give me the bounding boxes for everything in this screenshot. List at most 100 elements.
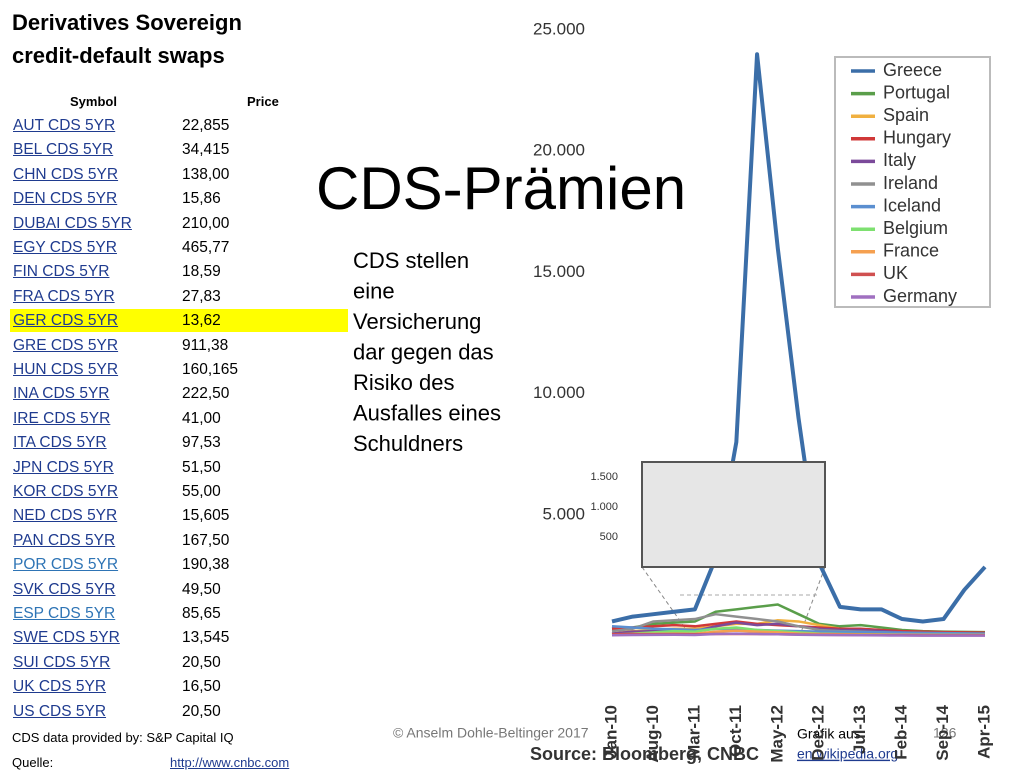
credit-link[interactable]: en.wikipedia.org: [797, 746, 898, 762]
table-row: GRE CDS 5YR 911,38: [10, 334, 348, 357]
symbol-link[interactable]: ESP CDS 5YR: [13, 605, 116, 622]
legend-label: Italy: [883, 150, 916, 170]
table-row: DUBAI CDS 5YR 210,00: [10, 212, 348, 235]
source-link[interactable]: http://www.cnbc.com: [170, 755, 290, 770]
column-header: Symbol: [70, 94, 117, 109]
table-row: FRA CDS 5YR 27,83: [10, 285, 348, 308]
y-tick-label: 25.000: [533, 19, 585, 38]
credit-label: Grafik aus:: [797, 726, 865, 742]
symbol-link[interactable]: AUT CDS 5YR: [13, 117, 116, 134]
x-tick-label: Feb-14: [892, 704, 911, 759]
table-row: ITA CDS 5YR 97,53: [10, 431, 348, 454]
table-row: FIN CDS 5YR 18,59: [10, 260, 348, 283]
y-tick-label: 20.000: [533, 141, 585, 160]
inset-tick-label: 1.000: [590, 501, 618, 513]
symbol-link[interactable]: PAN CDS 5YR: [13, 531, 116, 549]
symbol-link[interactable]: JPN CDS 5YR: [13, 458, 114, 476]
symbol-link[interactable]: DEN CDS 5YR: [13, 190, 118, 208]
source-label: Quelle:: [12, 755, 54, 770]
price: 138,00: [182, 165, 230, 183]
price: 20,50: [182, 702, 221, 720]
copyright: © Anselm Dohle-Beltinger 2017: [393, 725, 589, 741]
price: 34,415: [182, 141, 230, 159]
legend-label: Portugal: [883, 82, 950, 102]
plot: [611, 52, 987, 637]
symbol-link[interactable]: EGY CDS 5YR: [13, 239, 117, 256]
symbol-link[interactable]: KOR CDS 5YR: [13, 483, 119, 500]
price: 222,50: [182, 385, 230, 403]
table-row: BEL CDS 5YR 34,415: [10, 138, 348, 161]
x-tick-label: Oct-11: [726, 705, 745, 757]
price: 15,86: [182, 190, 221, 208]
symbol-link[interactable]: UK CDS 5YR: [13, 678, 107, 696]
symbol-link[interactable]: DUBAI CDS 5YR: [13, 214, 132, 232]
table-row: KOR CDS 5YR 55,00: [10, 480, 348, 503]
body-text: CDS stellen: [353, 248, 469, 273]
price: 190,38: [182, 556, 230, 574]
symbol-link[interactable]: US CDS 5YR: [13, 702, 107, 720]
inset-tick-label: 1.500: [590, 471, 618, 483]
table-row: GER CDS 5YR 13,62: [10, 309, 348, 333]
price: 15,605: [182, 507, 230, 525]
price: 160,165: [182, 361, 239, 378]
x-tick-label: Aug-10: [643, 705, 662, 763]
symbol-link[interactable]: SWE CDS 5YR: [13, 629, 120, 647]
price: 41,00: [182, 409, 221, 427]
legend-label: Belgium: [883, 218, 948, 238]
symbol-link[interactable]: FRA CDS 5YR: [13, 287, 115, 305]
legend-label: Ireland: [883, 173, 938, 193]
table-row: SVK CDS 5YR 49,50: [10, 578, 348, 601]
page-number: 126: [933, 725, 957, 741]
symbol-link[interactable]: SUI CDS 5YR: [13, 653, 111, 671]
legend-label: Iceland: [883, 195, 941, 215]
price: 911,38: [182, 336, 229, 354]
table-row: JPN CDS 5YR 51,50: [10, 456, 348, 479]
symbol-link[interactable]: ITA CDS 5YR: [13, 434, 107, 452]
y-tick-label: 5.000: [542, 504, 585, 523]
price: 51,50: [182, 458, 221, 476]
table-row: PAN CDS 5YR 167,50: [10, 529, 348, 552]
symbol-link[interactable]: BEL CDS 5YR: [13, 141, 114, 159]
symbol-link[interactable]: GER CDS 5YR: [13, 312, 119, 330]
price: 13,62: [182, 312, 221, 330]
table-row: NED CDS 5YR 15,605: [10, 504, 348, 527]
price: 18,59: [182, 263, 221, 281]
price: 85,65: [182, 605, 221, 622]
inset-box: [641, 461, 826, 568]
x-tick-label: Jan-10: [601, 705, 620, 759]
table-row: DEN CDS 5YR 15,86: [10, 187, 348, 210]
x-tick-label: Mar-11: [684, 705, 703, 759]
price: 13,545: [182, 629, 230, 647]
table-row: AUT CDS 5YR 22,855: [10, 114, 348, 137]
table-row: UK CDS 5YR 16,50: [10, 675, 348, 698]
symbol-link[interactable]: SVK CDS 5YR: [13, 580, 116, 598]
table-row: SUI CDS 5YR 20,50: [10, 651, 348, 674]
x-tick-label: Dec-12: [809, 705, 828, 761]
table-row: HUN CDS 5YR 160,165: [10, 358, 348, 381]
table-row: INA CDS 5YR 222,50: [10, 382, 348, 405]
symbol-link[interactable]: FIN CDS 5YR: [13, 263, 110, 281]
body-text: Risiko des: [353, 370, 454, 395]
y-tick-label: 10.000: [533, 383, 585, 402]
table-row: POR CDS 5YR 190,38: [10, 553, 348, 576]
legend-label: Greece: [883, 60, 942, 80]
legend-label: Spain: [883, 105, 929, 125]
table-row: IRE CDS 5YR 41,00: [10, 407, 348, 430]
chart-source: Source: Bloomberg, CNBC: [530, 744, 759, 764]
symbol-link[interactable]: HUN CDS 5YR: [13, 361, 119, 378]
table-row: EGY CDS 5YR 465,77: [10, 236, 348, 259]
symbol-link[interactable]: NED CDS 5YR: [13, 507, 118, 525]
body-text: Ausfalles eines: [353, 400, 501, 425]
symbol-link[interactable]: IRE CDS 5YR: [13, 409, 111, 427]
slide-title: CDS-Prämien: [316, 155, 686, 222]
x-tick-label: Apr-15: [974, 705, 993, 759]
table-row: SWE CDS 5YR 13,545: [10, 626, 348, 649]
price: 16,50: [182, 678, 221, 696]
symbol-link[interactable]: POR CDS 5YR: [13, 556, 119, 574]
body-text: eine: [353, 278, 395, 303]
symbol-link[interactable]: INA CDS 5YR: [13, 385, 110, 403]
price: 49,50: [182, 580, 221, 598]
symbol-link[interactable]: GRE CDS 5YR: [13, 336, 119, 354]
symbol-link[interactable]: CHN CDS 5YR: [13, 165, 119, 183]
